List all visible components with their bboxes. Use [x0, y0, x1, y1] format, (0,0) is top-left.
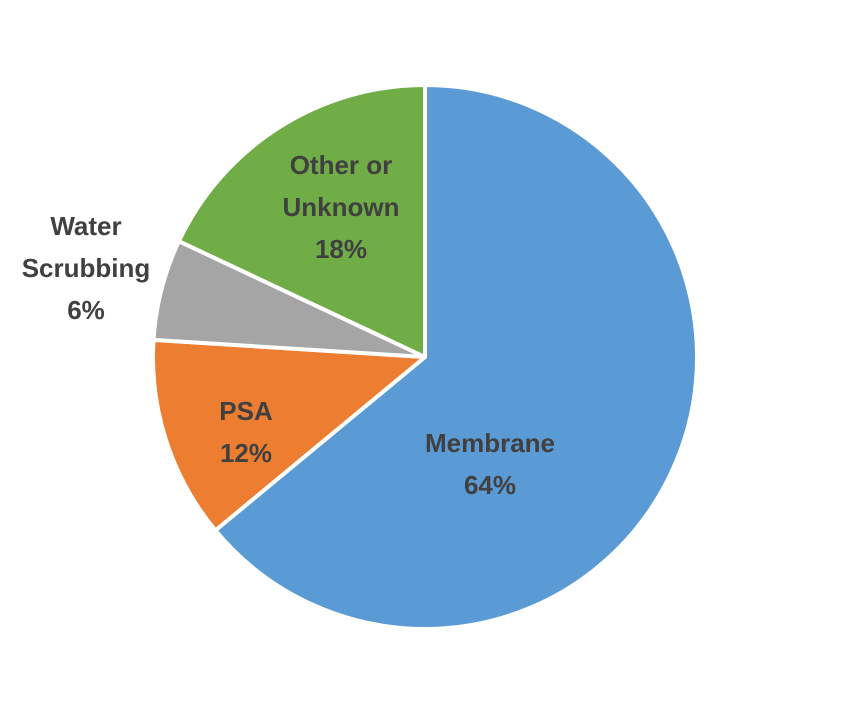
data-label-water-scrubbing: Water Scrubbing 6%: [22, 211, 151, 325]
slice-value-label: 12%: [220, 438, 272, 468]
slice-label-text: Membrane 64%: [425, 428, 555, 500]
slice-category-label: Membrane: [425, 428, 555, 458]
pie-slice-membrane: [213, 83, 699, 631]
slice-value-label: 64%: [464, 470, 516, 500]
data-label-psa: PSA 12%: [219, 396, 273, 468]
pie-slices: [151, 83, 699, 631]
slice-label-text: Other or Unknown 18%: [283, 150, 400, 264]
slice-category-label: Water: [50, 211, 121, 241]
pie-slice-other-or-unknown: [176, 83, 427, 359]
pie-data-labels: Membrane 64% PSA 12% Water Scrubbing 6% Other o…: [22, 150, 555, 500]
pie-slice-psa: [151, 337, 427, 533]
data-label-membrane: Membrane 64%: [425, 428, 555, 500]
slice-value-label: 18%: [315, 234, 367, 264]
slice-category-label: Unknown: [283, 192, 400, 222]
slice-value-label: 6%: [67, 295, 105, 325]
data-label-other-or-unknown: Other or Unknown 18%: [283, 150, 400, 264]
slice-category-label: Other or: [290, 150, 393, 180]
slice-label-text: Water Scrubbing 6%: [22, 211, 151, 325]
slice-category-label: Scrubbing: [22, 253, 151, 283]
slice-label-text: PSA 12%: [219, 396, 273, 468]
slice-category-label: PSA: [219, 396, 273, 426]
